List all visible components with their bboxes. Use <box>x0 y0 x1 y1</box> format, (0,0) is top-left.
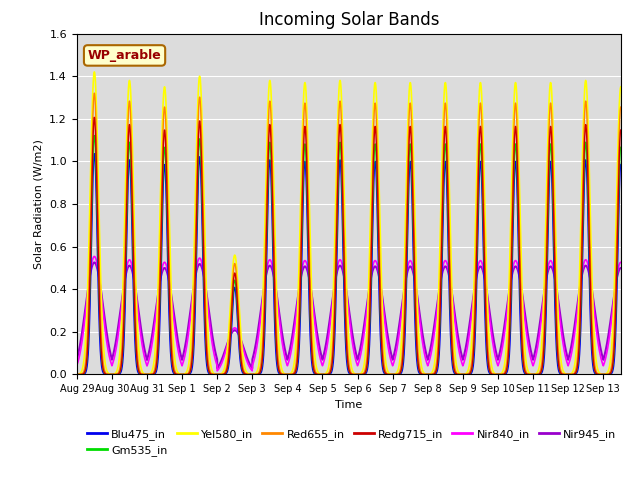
Y-axis label: Solar Radiation (W/m2): Solar Radiation (W/m2) <box>34 139 44 269</box>
Title: Incoming Solar Bands: Incoming Solar Bands <box>259 11 439 29</box>
Legend: Blu475_in, Gm535_in, Yel580_in, Red655_in, Redg715_in, Nir840_in, Nir945_in: Blu475_in, Gm535_in, Yel580_in, Red655_i… <box>83 424 621 460</box>
Text: WP_arable: WP_arable <box>88 49 161 62</box>
X-axis label: Time: Time <box>335 400 362 409</box>
